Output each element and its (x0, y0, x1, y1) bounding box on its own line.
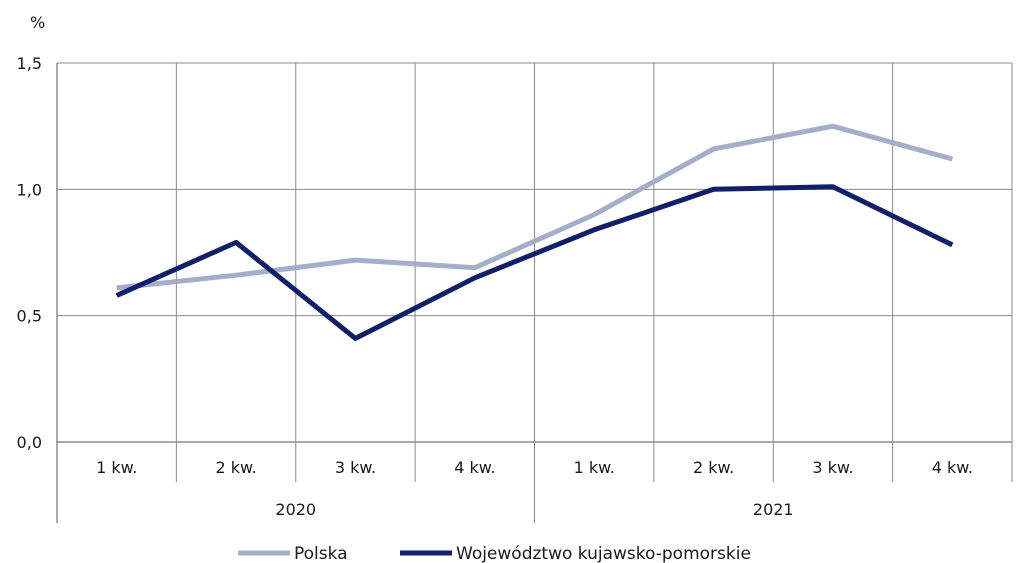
x-tick-label: 4 kw. (932, 458, 973, 477)
x-tick-label: 3 kw. (812, 458, 853, 477)
grid (57, 62, 1013, 523)
y-tick-label: 0,0 (17, 433, 42, 452)
y-tick-label: 0,5 (17, 307, 42, 326)
series-line-1 (116, 123, 953, 291)
legend: Polska Województwo kujawsko-pomorskie (238, 544, 751, 563)
x-tick-label: 2 kw. (693, 458, 734, 477)
series-line-2 (115, 184, 954, 341)
x-tick-label: 3 kw. (335, 458, 376, 477)
x-tick-label: 4 kw. (454, 458, 495, 477)
legend-label: Województwo kujawsko-pomorskie (456, 544, 751, 563)
x-tick-label: 1 kw. (96, 458, 137, 477)
legend-label: Polska (294, 544, 348, 563)
x-group-label: 2020 (275, 500, 316, 519)
y-tick-label: 1,5 (17, 54, 42, 73)
x-axis: 1 kw. 2 kw. 3 kw. 4 kw. 1 kw. 2 kw. 3 kw. 4 kw.… (96, 458, 973, 519)
y-axis-label: % (30, 13, 45, 32)
x-group-label: 2021 (753, 500, 794, 519)
x-tick-label: 1 kw. (574, 458, 615, 477)
y-axis: % 0,0 0,5 1,0 1,5 (17, 13, 58, 523)
y-tick-label: 1,0 (17, 180, 42, 199)
series-lines (115, 123, 954, 341)
x-tick-label: 2 kw. (215, 458, 256, 477)
